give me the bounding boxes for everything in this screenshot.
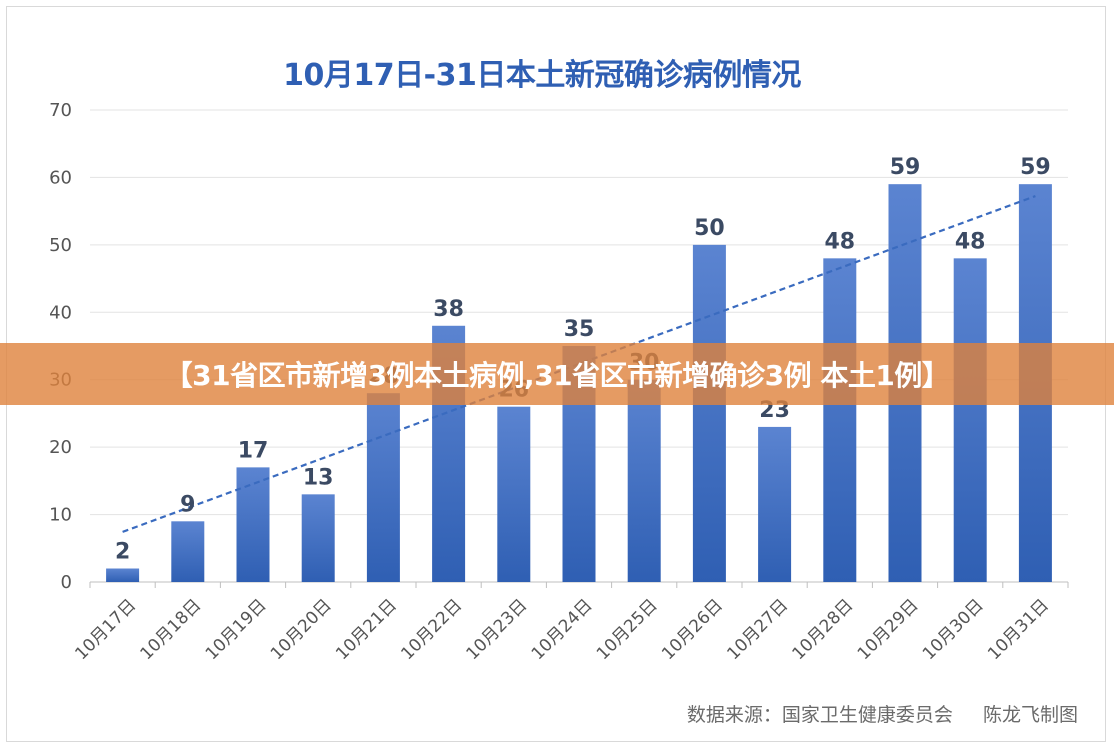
data-label: 2 (115, 540, 130, 565)
y-tick-label: 20 (49, 437, 72, 458)
bar (301, 494, 335, 582)
y-tick-label: 60 (49, 167, 72, 188)
bar (823, 258, 857, 582)
data-label: 13 (303, 465, 334, 490)
banner-text: 【31省区市新增3例本土病例,31省区市新增确诊3例 本土1例】 (164, 359, 950, 392)
x-tick-label: 10月29日 (854, 595, 923, 664)
y-tick-label: 50 (49, 235, 72, 256)
bar (953, 258, 987, 582)
x-tick-label: 10月23日 (463, 595, 532, 664)
data-label: 59 (890, 155, 921, 180)
x-tick-label: 10月26日 (658, 595, 727, 664)
x-tick-label: 10月24日 (528, 595, 597, 664)
data-label: 38 (433, 297, 464, 322)
y-tick-label: 0 (61, 572, 72, 593)
bar (236, 467, 270, 582)
data-label: 50 (694, 216, 725, 241)
bar (366, 393, 400, 582)
x-tick-label: 10月28日 (789, 595, 858, 664)
source-label: 数据来源：国家卫生健康委员会 (686, 704, 953, 726)
y-tick-label: 40 (49, 302, 72, 323)
x-tick-label: 10月17日 (71, 595, 140, 664)
bar (171, 521, 205, 582)
x-tick-label: 10月30日 (919, 595, 988, 664)
x-tick-label: 10月18日 (137, 595, 206, 664)
x-tick-label: 10月25日 (593, 595, 662, 664)
credit-label: 陈龙飞制图 (982, 704, 1078, 726)
bar (627, 379, 661, 582)
x-tick-label: 10月19日 (202, 595, 271, 664)
x-tick-label: 10月21日 (332, 595, 401, 664)
bar (758, 426, 792, 582)
data-label: 48 (955, 229, 986, 254)
data-label: 35 (564, 317, 595, 342)
data-label: 48 (824, 229, 855, 254)
headline-banner: 【31省区市新增3例本土病例,31省区市新增确诊3例 本土1例】 (0, 343, 1114, 405)
data-label: 59 (1020, 155, 1051, 180)
chart-title: 10月17日-31日本土新冠确诊病例情况 (283, 58, 801, 93)
x-tick-label: 10月31日 (984, 595, 1053, 664)
x-tick-label: 10月22日 (397, 595, 466, 664)
bar (497, 406, 531, 582)
data-label: 17 (238, 438, 269, 463)
y-tick-label: 10 (49, 505, 72, 526)
y-tick-label: 70 (49, 100, 72, 121)
x-tick-label: 10月27日 (723, 595, 792, 664)
bar (106, 568, 140, 582)
x-tick-label: 10月20日 (267, 595, 336, 664)
source-note: 数据来源：国家卫生健康委员会 陈龙飞制图 (663, 700, 1078, 727)
bar (692, 244, 726, 582)
data-label: 9 (180, 492, 195, 517)
trendline (122, 195, 1036, 533)
